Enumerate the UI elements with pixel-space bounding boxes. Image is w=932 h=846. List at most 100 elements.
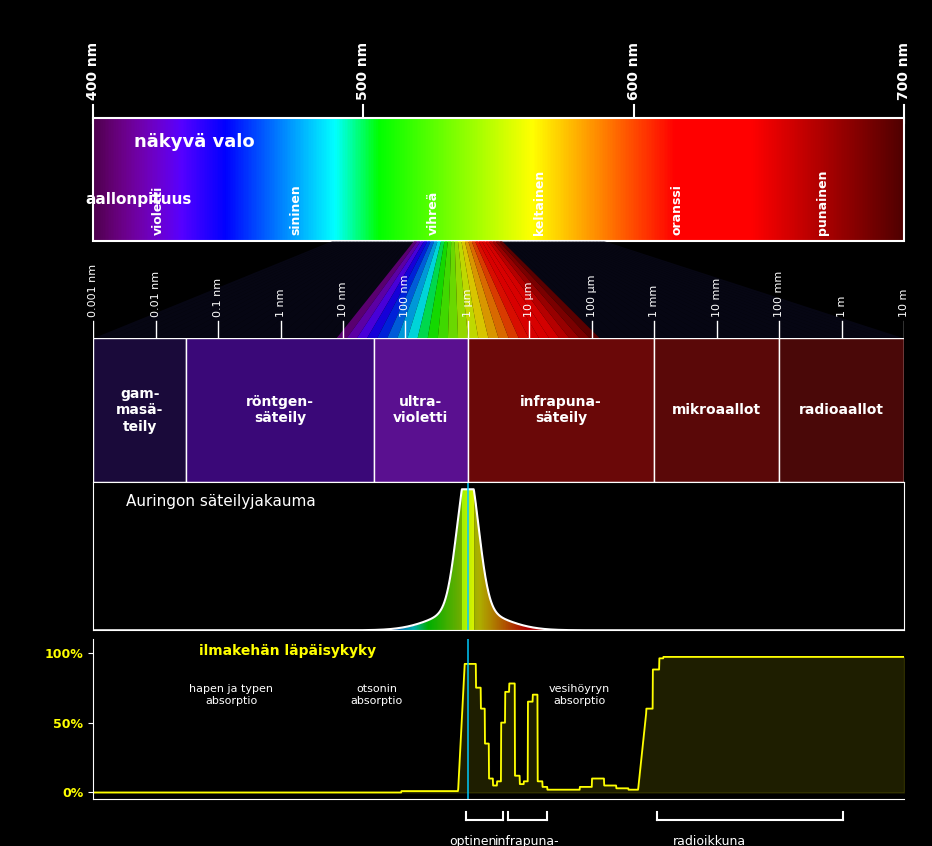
Bar [392,118,394,241]
Bar [834,118,836,241]
Bar [244,118,246,241]
Polygon shape [465,241,499,338]
Bar [572,118,574,241]
Polygon shape [276,241,397,338]
Bar [349,118,350,241]
Bar [506,118,508,241]
Text: 0.01 nm: 0.01 nm [151,271,160,317]
Bar [460,118,462,241]
Bar [747,118,748,241]
Bar [470,118,472,241]
Bar [637,118,639,241]
Bar [388,118,389,241]
Bar [541,118,543,241]
Bar [800,118,802,241]
Bar [350,118,351,241]
Bar [780,118,782,241]
Bar [808,118,810,241]
Bar [152,118,154,241]
Bar [673,118,675,241]
Bar [174,118,176,241]
Bar [871,118,873,241]
Bar [96,118,98,241]
Bar [873,118,875,241]
Text: 1 nm: 1 nm [276,288,285,317]
Bar [886,118,888,241]
Bar [683,118,685,241]
Polygon shape [472,241,519,338]
Bar [624,118,626,241]
Polygon shape [455,241,468,338]
Bar [342,118,343,241]
Polygon shape [266,241,393,338]
Bar [426,118,428,241]
Bar [389,118,391,241]
Bar [823,118,825,241]
Bar [459,118,460,241]
Bar [902,118,904,241]
Bar [847,118,849,241]
Bar [281,118,283,241]
Bar [578,118,579,241]
Bar [524,118,526,241]
Bar [826,118,828,241]
Bar [108,118,109,241]
Bar [185,118,187,241]
Text: 10 nm: 10 nm [338,282,348,317]
Bar [218,118,220,241]
Text: radioikkuna: radioikkuna [673,835,746,846]
Bar [514,118,515,241]
Bar [720,118,722,241]
Polygon shape [397,241,438,338]
Bar [594,118,596,241]
Bar [799,118,800,241]
Bar [623,118,624,241]
Bar [266,118,267,241]
Bar [488,118,489,241]
Text: 400 nm: 400 nm [86,42,101,100]
Text: mikroaallot: mikroaallot [672,404,761,417]
Bar [255,118,257,241]
Bar [93,118,95,241]
Bar [103,118,104,241]
Bar [641,118,642,241]
Polygon shape [347,241,420,338]
Bar [321,118,322,241]
Bar [144,118,145,241]
Bar [356,118,358,241]
Bar [749,118,751,241]
Bar [394,118,395,241]
Bar [406,118,408,241]
Bar [413,118,415,241]
Bar [327,118,329,241]
Text: keltainen: keltainen [533,170,545,235]
Polygon shape [597,241,894,338]
Bar [596,118,598,241]
Polygon shape [164,241,360,338]
Bar [566,118,568,241]
Bar [719,118,720,241]
Bar [513,118,514,241]
Polygon shape [526,241,681,338]
Bar [200,118,202,241]
Bar [246,118,248,241]
Bar [231,118,233,241]
Bar [802,118,803,241]
Bar [703,118,705,241]
Polygon shape [461,241,488,338]
Bar [360,118,362,241]
Polygon shape [195,241,370,338]
Bar [616,118,618,241]
Bar [628,118,629,241]
Polygon shape [570,241,813,338]
Bar [825,118,826,241]
Bar [753,118,755,241]
Bar [329,118,331,241]
Bar [207,118,209,241]
Bar [556,118,558,241]
Bar [679,118,681,241]
Bar [867,118,869,241]
Bar [445,118,447,241]
Bar [600,118,602,241]
Bar [468,338,654,482]
